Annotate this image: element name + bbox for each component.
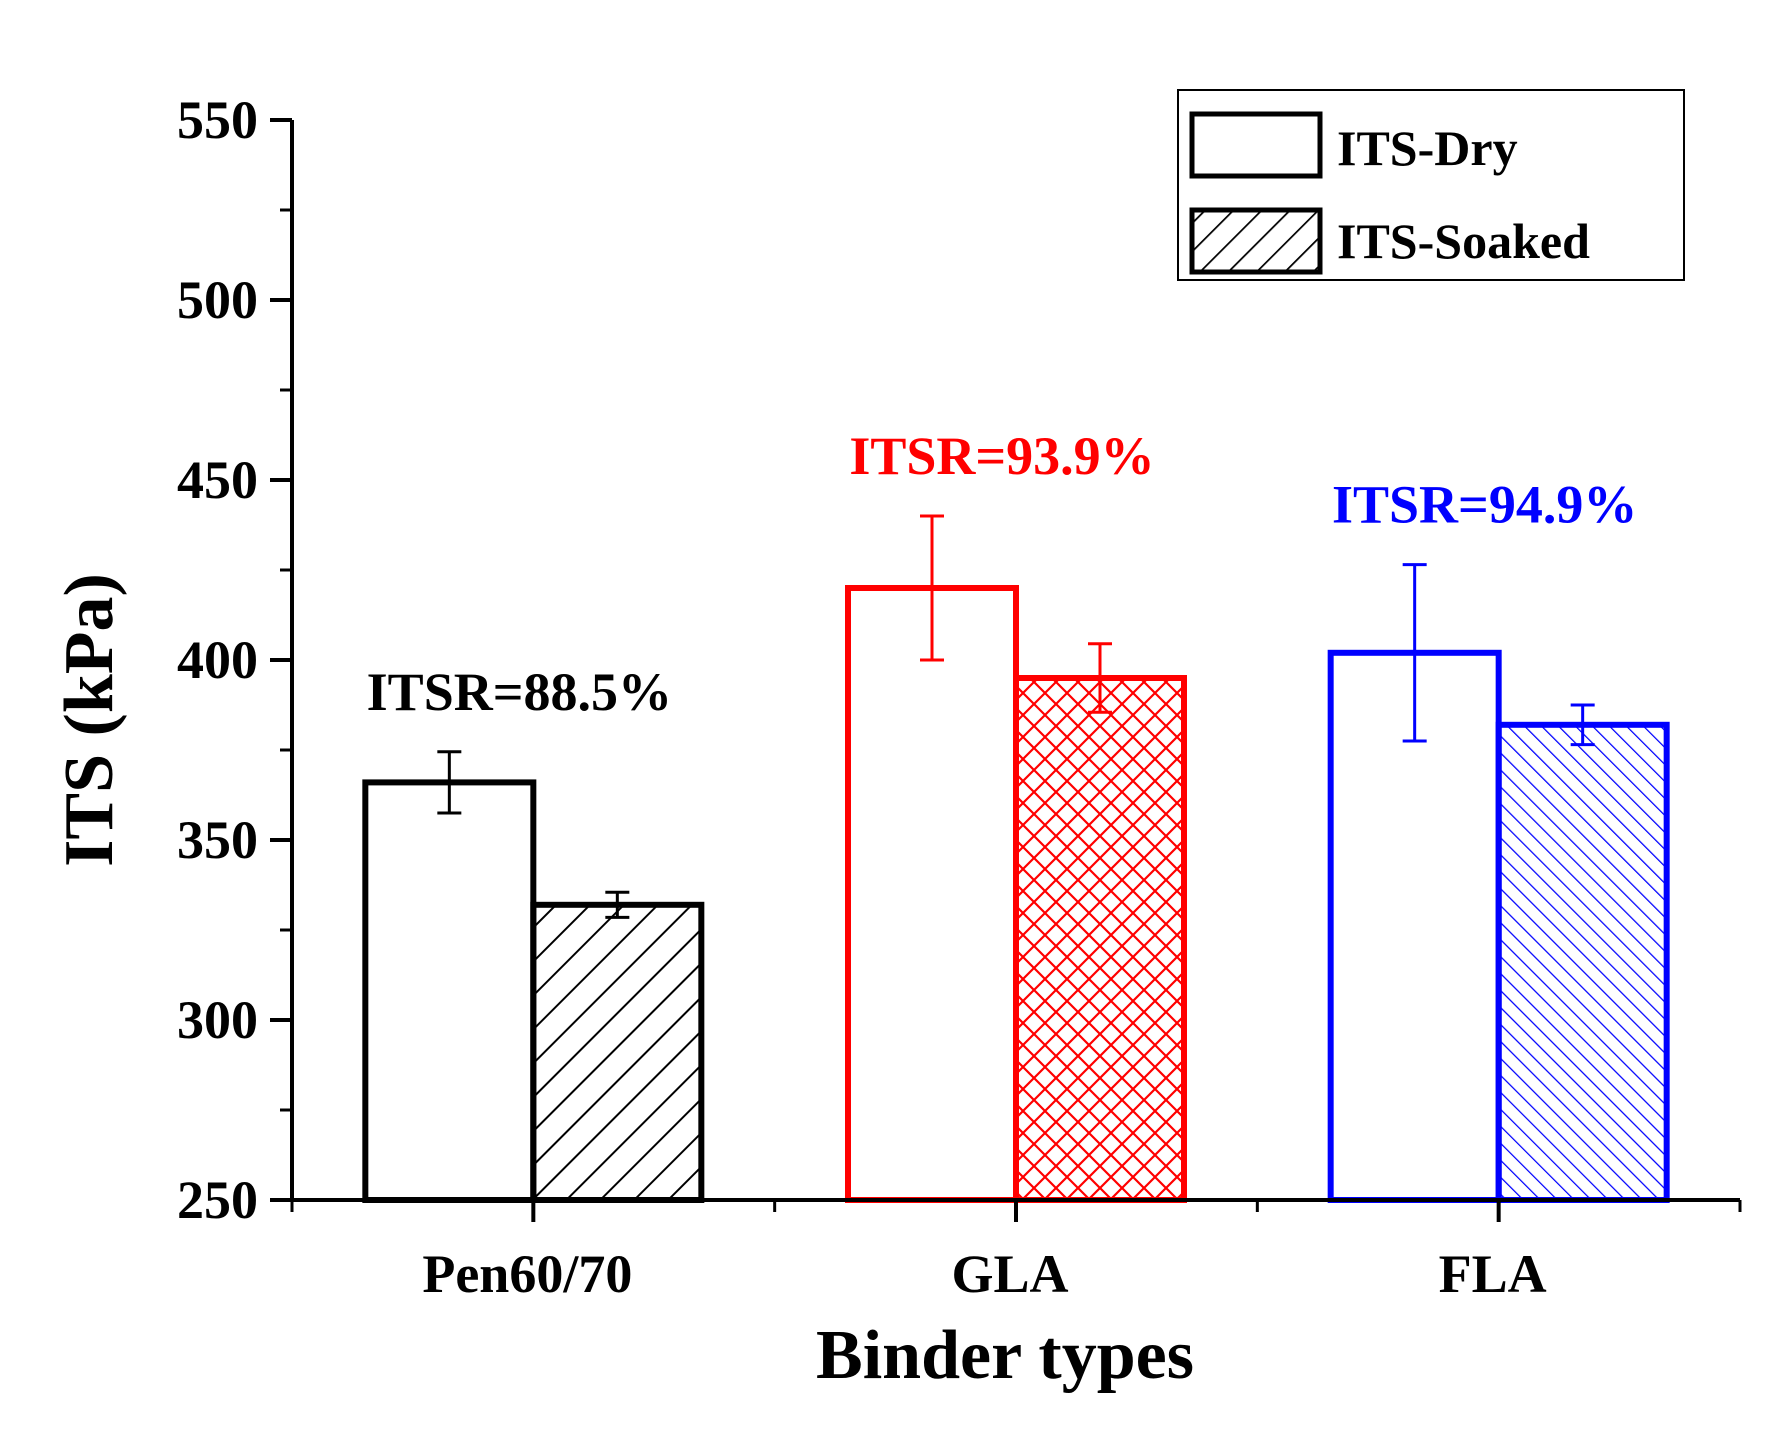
bar-its-soaked [1495,721,1670,1203]
x-category-label: GLA [951,1244,1068,1304]
error-bar [920,514,944,662]
legend-swatch-soaked [1189,207,1323,275]
x-category-label: FLA [1439,1244,1547,1304]
axes-layer: 250 300 350 400 450 500 550 Pen60/70 GLA FLA [177,90,1742,1304]
legend-swatch-dry [1189,111,1323,179]
legend-label-dry: ITS-Dry [1337,120,1518,176]
y-axis-title: ITS (kPa) [51,573,128,867]
error-bar [1088,642,1112,714]
bar-its-dry [362,779,537,1204]
y-tick-label: 550 [177,90,258,150]
annotations-layer: ITSR=88.5% ITSR=93.9% ITSR=94.9% [367,426,1638,722]
bar-its-soaked [530,901,705,1203]
x-category-label: Pen60/70 [422,1244,632,1304]
y-tick-label: 300 [177,990,258,1050]
y-tick-label: 450 [177,450,258,510]
itsr-annotation: ITSR=94.9% [1332,475,1637,535]
error-bars-layer [437,514,1595,919]
y-tick-label: 350 [177,810,258,870]
y-tick-label: 250 [177,1170,258,1230]
legend-label-soaked: ITS-Soaked [1337,213,1590,269]
itsr-annotation: ITSR=88.5% [367,662,672,722]
error-bar [605,890,630,919]
y-tick-label: 500 [177,270,258,330]
legend: ITS-Dry ITS-Soaked [1177,89,1685,281]
x-axis-title: Binder types [816,1317,1194,1394]
bar-its-dry [845,585,1019,1203]
error-bar [1570,703,1595,747]
itsr-annotation: ITSR=93.9% [849,426,1154,486]
error-bar [1402,563,1427,743]
error-bar [437,750,462,815]
y-tick-label: 400 [177,630,258,690]
bar-its-soaked [1013,675,1187,1203]
